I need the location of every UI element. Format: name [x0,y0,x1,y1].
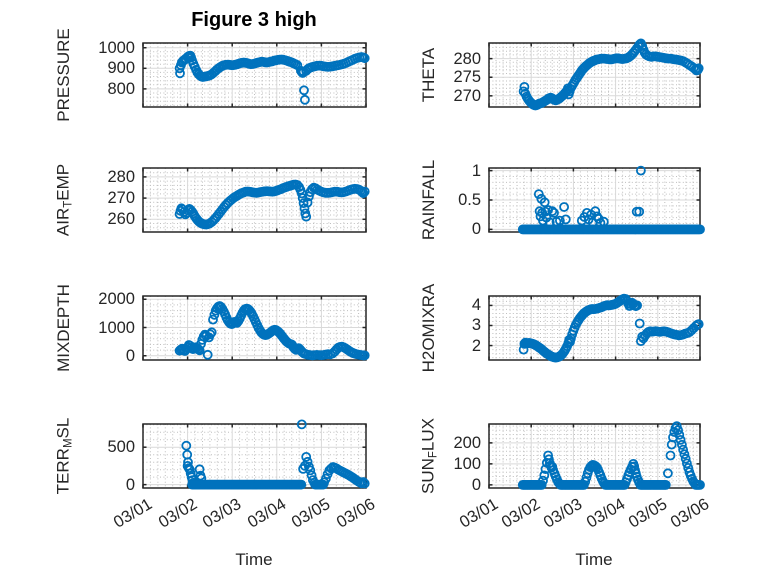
y-axis-label-text: LUX [418,417,438,452]
y-tick-label: 1000 [98,318,135,337]
y-tick-label: 1000 [98,38,135,57]
y-tick-label: 0 [471,475,481,494]
y-axis-label-text: EMP [53,163,73,201]
x-axis-label-left: Time [235,550,273,569]
y-axis-label-text: H2OMIXRA [419,283,438,373]
y-axis-label-text: MIXDEPTH [54,284,73,372]
y-tick-label: 280 [453,49,481,68]
subplot-mixdepth [142,295,370,361]
x-tick-label: 03/04 [583,495,628,532]
y-tick-label: 800 [107,79,135,98]
y-tick-label: 100 [453,454,481,473]
subplot-air-temp [142,167,370,233]
x-tick-label: 03/06 [333,495,379,532]
minor-grid [143,424,366,488]
y-axis-label-subscript: T [62,200,75,208]
minor-grid [143,168,366,232]
subplot-h2omixra [488,293,704,363]
x-tick-label: 03/02 [498,495,544,532]
scatter-series-theta [518,38,704,111]
x-tick-label: 03/01 [110,495,156,532]
y-axis-label-text: SUN [418,458,438,495]
scatter-series-mixdepth [174,301,370,361]
y-tick-label: 270 [453,86,481,105]
y-axis-label-sun-flux: SUNFLUX [419,418,440,494]
y-tick-label: 0 [471,220,481,239]
plot-background [143,168,366,232]
y-axis-label-subscript: M [62,438,75,449]
y-tick-label: 4 [471,296,481,315]
y-tick-label: 0 [125,346,135,365]
axes-box [488,295,701,361]
subplot-sun-flux [488,421,705,490]
y-axis-label-air-temp: AIRTEMP [54,164,75,236]
subplot-terr-msl [142,419,370,490]
major-grid [143,168,366,232]
y-axis-label-text: AIR [53,207,73,237]
subplot-rainfall [488,165,705,235]
x-tick-label: 03/03 [199,495,245,532]
y-axis-label-text: PRESSURE [54,28,73,122]
y-tick-label: 500 [107,438,135,457]
figure-title: Figure 3 high [191,9,317,31]
y-axis-label-text: SL [53,417,73,439]
x-axis-label-right: Time [575,550,613,569]
scatter-series-pressure [174,50,370,105]
plot-background [143,424,366,488]
y-tick-label: 900 [107,59,135,78]
y-axis-label-subscript: F [427,451,440,459]
y-tick-label: 2000 [98,290,135,309]
scatter-series-h2omixra [518,293,704,363]
y-axis-label-mixdepth: MIXDEPTH [54,284,74,372]
y-tick-label: 0.5 [458,191,481,209]
x-tick-label: 03/06 [667,495,713,532]
scatter-series-rainfall [517,165,705,235]
y-tick-label: 260 [107,210,135,229]
y-tick-label: 200 [453,433,481,452]
subplot-theta [488,38,704,111]
x-tick-label: 03/02 [155,495,200,532]
scatter-series-terr-msl [181,419,370,490]
y-tick-label: 280 [107,167,135,186]
axes-box [142,167,367,233]
y-axis-label-text: THETA [419,47,438,103]
y-tick-label: 3 [471,316,481,335]
y-tick-label: 1 [471,161,481,180]
axes-box [142,42,367,108]
y-axis-label-pressure: PRESSURE [54,28,74,122]
y-tick-label: 0 [125,475,135,494]
x-tick-label: 03/05 [288,495,334,532]
x-tick-label: 03/03 [540,495,586,532]
x-tick-label: 03/05 [625,495,671,532]
y-axis-label-h2omixra: H2OMIXRA [419,284,439,373]
y-axis-label-text: TERR [53,448,73,495]
scatter-series-air-temp [174,179,370,230]
axes-box [488,42,701,108]
x-tick-label: 03/01 [456,495,502,532]
scatter-series-sun-flux [517,421,705,490]
y-tick-label: 275 [453,68,481,87]
y-axis-label-terr-msl: TERRMSL [54,418,75,495]
y-tick-label: 2 [471,336,481,355]
subplot-pressure [142,42,370,108]
axes-box [142,295,367,361]
y-axis-label-text: RAINFALL [419,159,438,241]
y-tick-label: 270 [107,189,135,208]
y-axis-label-theta: THETA [419,48,439,102]
y-axis-label-rainfall: RAINFALL [419,160,439,240]
x-tick-label: 03/04 [244,495,290,532]
